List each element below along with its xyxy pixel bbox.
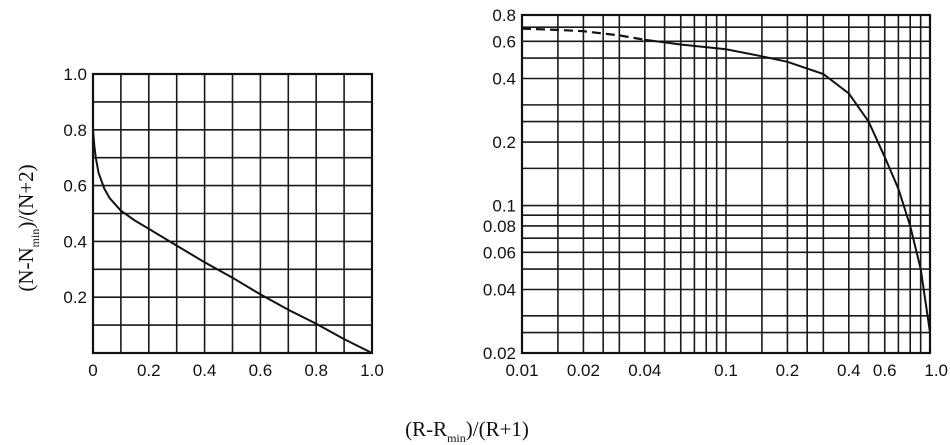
x-axis-label: (R-Rmin)/(R+1) xyxy=(405,417,529,445)
right-chart-series-line-solid xyxy=(644,38,931,333)
right-chart-x-tick-label: 0.01 xyxy=(505,361,538,380)
right-chart-x-tick-label: 0.1 xyxy=(714,361,738,380)
left-chart-x-tick-label: 0 xyxy=(88,361,97,380)
right-chart-x-tick-label: 0.4 xyxy=(837,361,861,380)
right-chart-grid xyxy=(521,14,931,354)
right-chart-series-line-dashed xyxy=(521,27,645,41)
left-chart-series-line-solid xyxy=(92,129,373,354)
right-chart-y-tick-label: 0.4 xyxy=(492,70,516,89)
y-axis-label-main: (N-N xyxy=(14,247,38,291)
right-chart-y-tick-label: 0.02 xyxy=(483,344,516,363)
left-chart-y-tick-label: 1.0 xyxy=(63,65,87,84)
x-axis-label-subscript: min xyxy=(447,431,466,445)
left-chart-x-tick-label: 0.4 xyxy=(193,361,217,380)
left-chart-x-tick-label: 0.8 xyxy=(304,361,328,380)
left-chart-y-tick-label: 0.4 xyxy=(63,232,87,251)
left-chart-grid xyxy=(93,74,372,353)
right-chart-y-tick-label: 0.2 xyxy=(492,133,516,152)
right-chart-x-tick-label: 0.6 xyxy=(873,361,897,380)
left-chart-x-tick-label: 0.2 xyxy=(137,361,161,380)
right-chart-y-tick-label: 0.1 xyxy=(492,197,516,216)
left-chart-y-tick-labels: 0.2 0.4 0.6 0.8 1.0 xyxy=(63,65,87,307)
right-chart-y-tick-label: 0.8 xyxy=(492,6,516,25)
right-chart-y-tick-label: 0.08 xyxy=(483,217,516,236)
x-axis-label-tail: )/(R+1) xyxy=(466,417,529,441)
right-chart-x-tick-label: 0.2 xyxy=(776,361,800,380)
y-axis-label: (N-Nmin)/(N+2) xyxy=(14,164,42,291)
right-chart-y-tick-label: 0.6 xyxy=(492,32,516,51)
right-chart-y-tick-labels: 0.02 0.04 0.06 0.080.1 0.2 0.4 0.6 0.8 xyxy=(483,6,516,363)
right-chart-panel: 0.01 0.02 0.04 0.1 0.2 0.4 0.6 1.0 0.020.040.06… xyxy=(483,6,948,380)
left-chart-y-tick-label: 0.6 xyxy=(63,177,87,196)
right-chart-x-tick-label: 0.04 xyxy=(628,361,661,380)
left-chart-x-tick-label: 1.0 xyxy=(360,361,384,380)
left-chart-frame xyxy=(91,72,374,355)
right-chart-series xyxy=(521,27,931,333)
right-chart-x-tick-label: 1.0 xyxy=(924,361,948,380)
y-axis-label-tail: )/(N+2) xyxy=(14,164,38,228)
right-chart-y-tick-label: 0.04 xyxy=(483,280,516,299)
left-chart-series xyxy=(92,129,373,354)
right-chart-frame xyxy=(520,13,932,355)
left-chart-panel: 0 0.2 0.4 0.6 0.8 1.0 0.2 0.4 0.6 0.8 1.0 xyxy=(63,65,383,380)
left-chart-x-tick-labels: 0 0.2 0.4 0.6 0.8 1.0 xyxy=(88,361,384,380)
left-chart-x-tick-label: 0.6 xyxy=(249,361,273,380)
left-chart-y-tick-label: 0.8 xyxy=(63,121,87,140)
y-axis-label-subscript: min xyxy=(28,229,42,248)
right-chart-y-tick-label: 0.06 xyxy=(483,243,516,262)
left-chart-y-tick-label: 0.2 xyxy=(63,288,87,307)
right-chart-x-tick-label: 0.02 xyxy=(567,361,600,380)
right-chart-x-tick-labels: 0.01 0.02 0.04 0.1 0.2 0.4 0.6 1.0 xyxy=(505,361,948,380)
x-axis-label-main: (R-R xyxy=(405,417,447,441)
